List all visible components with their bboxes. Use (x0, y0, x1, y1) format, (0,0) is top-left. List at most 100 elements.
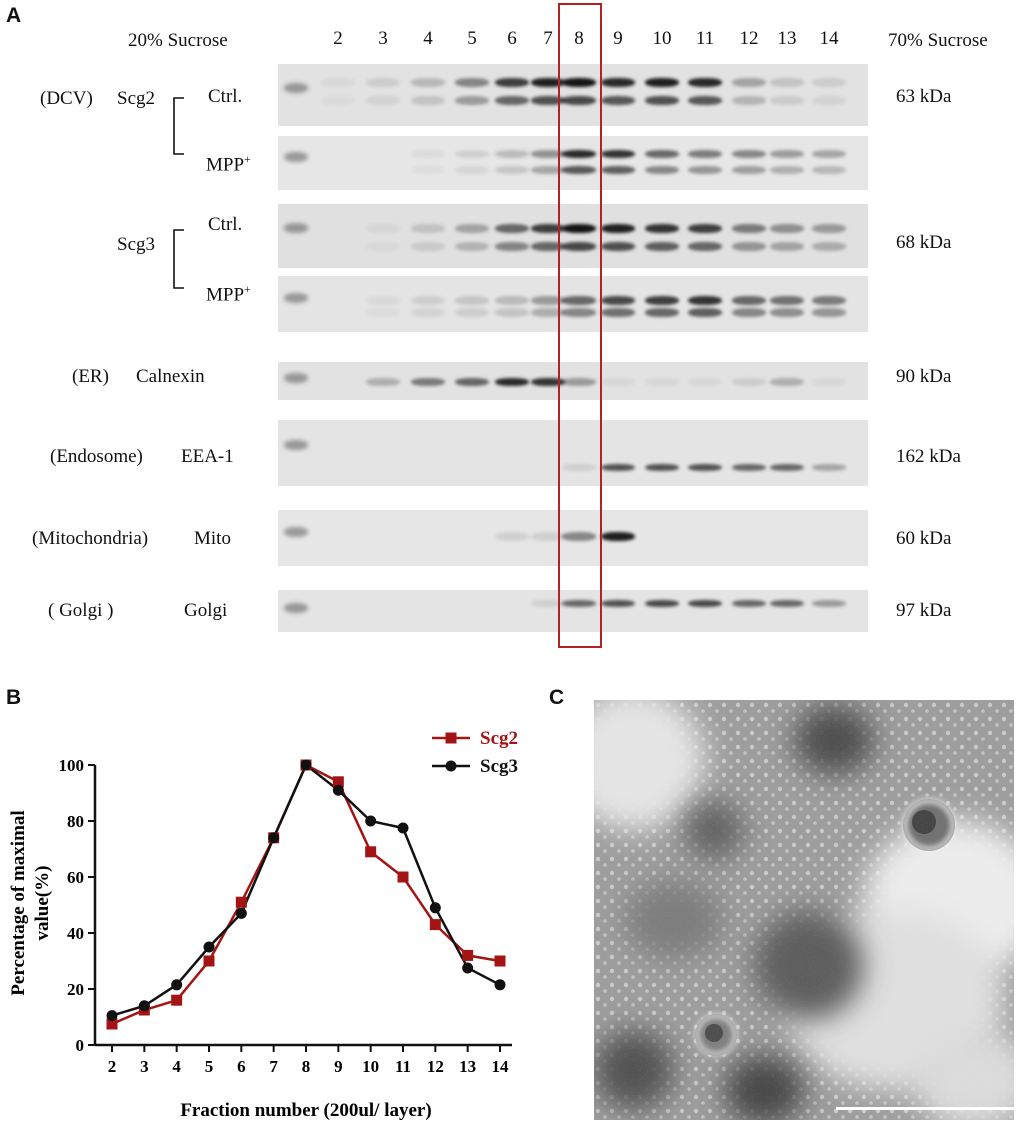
y-tick-label: 20 (67, 980, 84, 999)
band-lane-8 (562, 464, 596, 471)
band-lane-7 (531, 308, 565, 317)
band-lane-10 (645, 242, 679, 251)
lane-number-7: 7 (543, 28, 553, 49)
band-lane-11 (688, 78, 722, 87)
blot-golgi (278, 590, 868, 632)
band-lane-8 (562, 296, 596, 305)
endosome-organelle-label: (Endosome) (50, 446, 143, 467)
scg2-point (462, 949, 474, 961)
legend-marker-scg3 (445, 760, 457, 772)
blot-scg2-ctrl (278, 64, 868, 126)
scg3-point (106, 1010, 118, 1022)
band-lane-14 (812, 96, 846, 105)
blot-scg3-mpp (278, 276, 868, 332)
band-lane-14 (812, 600, 846, 607)
band-lane-9 (601, 224, 635, 233)
ladder-band (284, 152, 308, 163)
band-lane-13 (770, 96, 804, 105)
band-lane-5 (455, 96, 489, 105)
lane-number-9: 9 (613, 28, 623, 49)
band-lane-4 (411, 78, 445, 87)
y-tick-label: 100 (59, 756, 85, 775)
band-lane-11 (688, 96, 722, 105)
scg3-point (171, 979, 183, 991)
mito-protein-label: Mito (194, 528, 231, 549)
band-lane-5 (455, 224, 489, 233)
lane-number-10: 10 (652, 28, 672, 49)
band-lane-7 (531, 378, 565, 386)
x-tick-label: 13 (459, 1057, 476, 1076)
calnexin-protein-label: Calnexin (136, 366, 205, 387)
y-axis-label-line2: value(%) (32, 866, 53, 941)
band-lane-8 (562, 378, 596, 386)
band-lane-7 (531, 296, 565, 305)
band-lane-7 (531, 78, 565, 87)
scg3-ctrl-label: Ctrl. (208, 214, 243, 235)
band-lane-12 (732, 78, 766, 87)
y-tick-label: 0 (76, 1036, 85, 1055)
scg2-point (171, 994, 183, 1006)
band-lane-13 (770, 308, 804, 317)
band-lane-4 (411, 166, 445, 174)
blot-calnexin (278, 362, 868, 400)
x-tick-label: 14 (492, 1057, 510, 1076)
band-lane-12 (732, 378, 766, 386)
band-lane-4 (411, 242, 445, 251)
mito-organelle-label: (Mitochondria) (32, 528, 149, 549)
calnexin-kda-label: 90 kDa (896, 366, 952, 387)
scg3-point (365, 815, 377, 827)
band-lane-10 (645, 96, 679, 105)
band-lane-9 (601, 378, 635, 386)
legend-marker-scg2 (445, 732, 457, 744)
scg2-mpp-label: MPP+ (206, 152, 251, 176)
scg2-point (429, 919, 441, 931)
lane-number-3: 3 (378, 28, 388, 49)
band-lane-10 (645, 224, 679, 233)
x-tick-label: 4 (172, 1057, 181, 1076)
band-lane-5 (455, 150, 489, 158)
band-lane-13 (770, 150, 804, 158)
band-lane-6 (495, 166, 529, 174)
band-lane-10 (645, 308, 679, 317)
band-lane-6 (495, 96, 529, 105)
band-lane-3 (366, 78, 400, 87)
band-lane-3 (366, 296, 400, 305)
ladder-band (284, 223, 308, 234)
lane-number-13: 13 (777, 28, 797, 49)
band-lane-14 (812, 296, 846, 305)
y-tick-label: 60 (67, 868, 84, 887)
band-lane-8 (562, 308, 596, 317)
panel-a-letter: A (6, 4, 22, 27)
dcv-organelle-label: (DCV) (40, 88, 93, 109)
blot-eea1 (278, 420, 868, 486)
band-lane-3 (366, 308, 400, 317)
band-lane-12 (732, 296, 766, 305)
x-tick-label: 3 (140, 1057, 149, 1076)
scg3-point (494, 979, 506, 991)
band-lane-7 (531, 96, 565, 105)
band-lane-6 (495, 308, 529, 317)
band-lane-6 (495, 378, 529, 386)
scg3-kda-label: 68 kDa (896, 232, 952, 253)
eea1-protein-label: EEA-1 (181, 446, 234, 467)
band-lane-7 (531, 600, 565, 607)
band-lane-3 (366, 242, 400, 251)
band-lane-4 (411, 378, 445, 386)
band-lane-2 (321, 96, 355, 105)
ladder-band (284, 292, 308, 303)
band-lane-4 (411, 96, 445, 105)
lane-number-11: 11 (695, 28, 715, 49)
band-lane-11 (688, 224, 722, 233)
band-lane-10 (645, 296, 679, 305)
band-lane-14 (812, 464, 846, 471)
band-lane-13 (770, 166, 804, 174)
band-lane-8 (562, 166, 596, 174)
band-lane-5 (455, 378, 489, 386)
legend-label-scg2: Scg2 (480, 728, 518, 749)
electron-micrograph (594, 700, 1014, 1120)
x-tick-label: 6 (237, 1057, 246, 1076)
band-lane-13 (770, 242, 804, 251)
scg3-point (300, 759, 312, 771)
legend-label-scg3: Scg3 (480, 756, 518, 777)
